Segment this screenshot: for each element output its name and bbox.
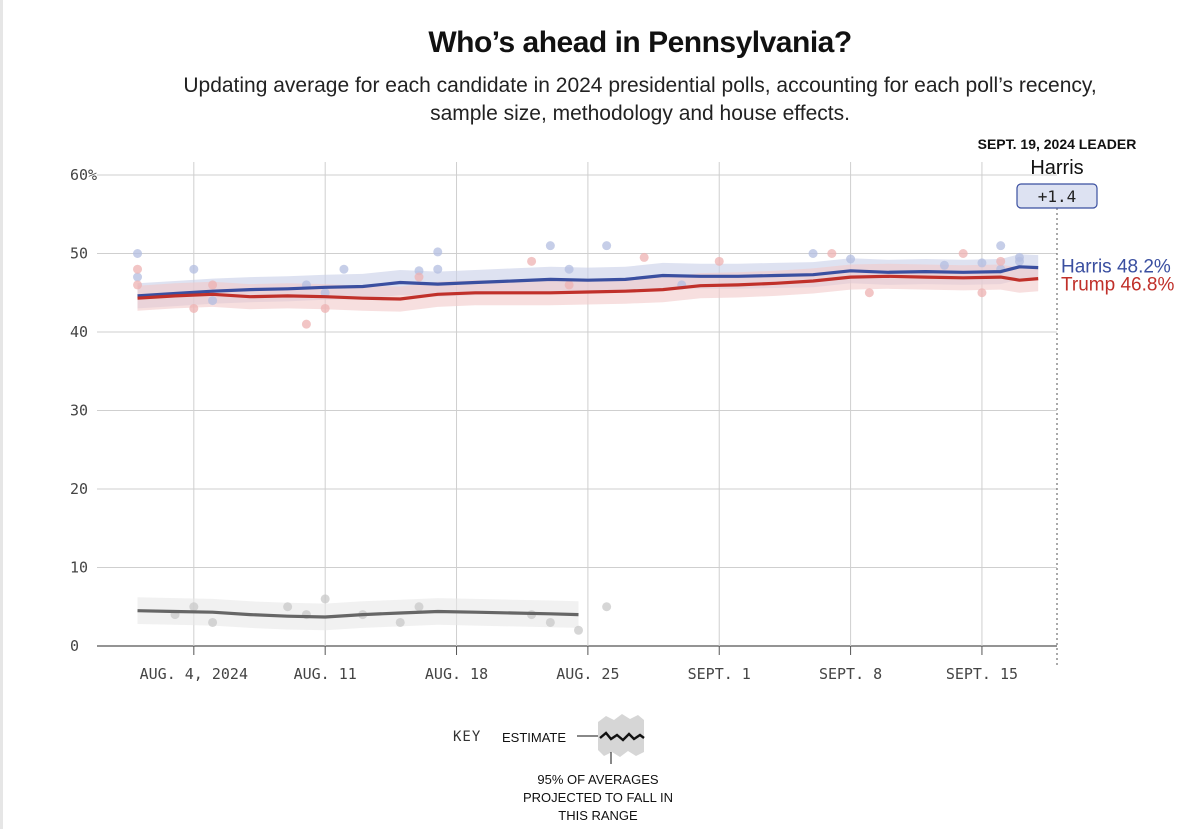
page-edge — [0, 0, 3, 829]
harris-poll-dot — [977, 258, 987, 268]
harris-poll-dot — [939, 260, 949, 270]
average-lines — [137, 265, 1039, 619]
trump-poll-dot — [977, 288, 987, 298]
harris-poll-dot — [133, 272, 143, 282]
harris-poll-dot — [808, 249, 818, 258]
trump-poll-dot — [564, 280, 574, 290]
chart-key: KEY ESTIMATE 95% OF AVERAGES PROJECTED TO F… — [453, 714, 673, 823]
other-poll-dot — [208, 617, 218, 627]
harris-poll-dot — [564, 264, 574, 274]
x-tick-label: AUG. 25 — [556, 665, 619, 683]
y-tick-label: 50 — [70, 245, 88, 263]
trump-average-line — [137, 274, 1039, 301]
chart-subtitle: Updating average for each candidate in 2… — [130, 72, 1150, 128]
trump-poll-dot — [320, 303, 330, 313]
y-tick-label: 40 — [70, 323, 88, 341]
leader-heading: SEPT. 19, 2024 LEADER — [978, 136, 1137, 152]
x-tick-label: AUG. 18 — [425, 665, 488, 683]
trump-poll-dot — [996, 256, 1006, 266]
harris-poll-dot — [189, 264, 199, 274]
trump-poll-dot — [864, 288, 874, 298]
harris-poll-dot — [414, 266, 424, 276]
trump-poll-dot — [301, 319, 311, 329]
harris-poll-dot — [133, 249, 143, 258]
x-tick-label: SEPT. 8 — [819, 665, 882, 683]
key-range-label-line: PROJECTED TO FALL IN — [523, 790, 673, 805]
chart-title: Who’s ahead in Pennsylvania? — [428, 26, 852, 59]
trump-poll-dot — [133, 280, 143, 290]
y-tick-label: 10 — [70, 559, 88, 577]
end-label-harris: Harris 48.2% — [1061, 257, 1171, 278]
harris-poll-dot — [545, 241, 555, 251]
other-poll-dot — [545, 617, 555, 627]
other-poll-dot — [283, 602, 293, 612]
harris-poll-dot — [846, 254, 856, 264]
other-poll-dot — [414, 602, 424, 612]
trump-poll-dot — [208, 280, 218, 290]
trump-poll-dot — [714, 256, 724, 266]
harris-poll-dot — [433, 264, 443, 274]
x-tick-label: SEPT. 1 — [688, 665, 751, 683]
harris-poll-dot — [208, 296, 218, 306]
harris-poll-dot — [602, 241, 612, 251]
key-estimate-line — [599, 731, 645, 742]
other-poll-dot — [602, 602, 612, 612]
other-poll-dot — [320, 594, 330, 604]
axes: 60% 50 40 30 20 10 0 AUG. 4, 2024 AUG. 11 AUG. 18… — [70, 166, 1018, 683]
other-poll-dot — [189, 602, 199, 612]
leader-annotation: SEPT. 19, 2024 LEADER Harris +1.4 — [978, 136, 1137, 668]
trump-poll-dot — [414, 272, 424, 282]
leader-margin-badge — [1016, 183, 1098, 209]
trump-poll-dot — [133, 264, 143, 274]
subtitle-line-1: Updating average for each candidate in 2… — [183, 74, 1097, 97]
harris-average-line — [137, 265, 1039, 298]
trump-poll-dot — [827, 249, 837, 258]
y-tick-label: 30 — [70, 402, 88, 420]
harris-poll-dot — [433, 247, 443, 257]
other-poll-dot — [574, 625, 583, 635]
harris-poll-dot — [996, 241, 1006, 251]
key-range-label-line: THIS RANGE — [558, 808, 638, 823]
x-tick-label: AUG. 4, 2024 — [140, 665, 248, 683]
y-tick-label: 0 — [70, 637, 79, 655]
subtitle-line-2: sample size, methodology and house effec… — [430, 102, 850, 125]
harris-poll-dot — [320, 288, 330, 298]
harris-poll-dot — [1014, 256, 1024, 266]
gridlines — [97, 162, 1057, 647]
key-range-band — [598, 714, 644, 757]
trump-poll-dot — [958, 249, 968, 258]
harris-poll-dot — [339, 264, 349, 274]
x-tick-label: SEPT. 15 — [946, 665, 1018, 683]
y-tick-label: 60% — [70, 166, 97, 184]
end-labels: Harris 48.2%Trump 46.8% — [1061, 257, 1174, 296]
end-label-trump: Trump 46.8% — [1061, 275, 1174, 296]
trump-poll-dot — [527, 256, 537, 266]
leader-name: Harris — [1030, 157, 1083, 179]
other-poll-dot — [395, 617, 405, 627]
y-tick-label: 20 — [70, 480, 88, 498]
leader-margin: +1.4 — [1038, 187, 1077, 206]
other-average-line — [137, 609, 579, 619]
trump-poll-dot — [189, 303, 199, 313]
key-range-label-line: 95% OF AVERAGES — [537, 772, 658, 787]
trump-poll-dot — [639, 252, 649, 262]
x-tick-label: AUG. 11 — [294, 665, 357, 683]
key-estimate-label: ESTIMATE — [502, 730, 566, 745]
key-title: KEY — [453, 729, 481, 745]
